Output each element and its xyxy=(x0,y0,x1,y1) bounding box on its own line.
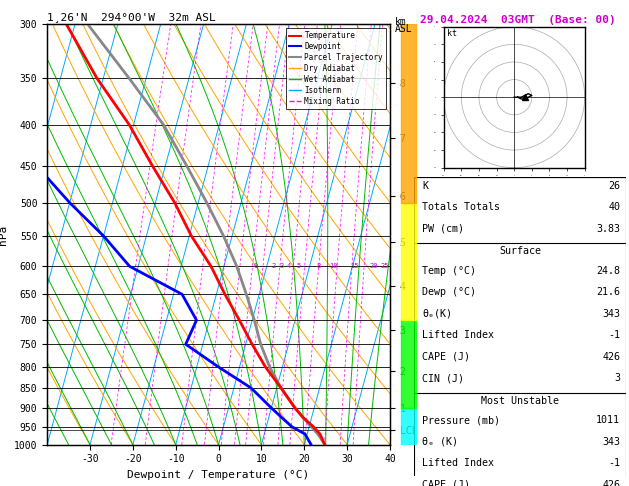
Text: Surface: Surface xyxy=(499,246,541,256)
Text: -1: -1 xyxy=(608,330,620,340)
Text: kt: kt xyxy=(447,29,457,37)
Text: 343: 343 xyxy=(602,309,620,319)
Y-axis label: Mixing Ratio (g/kg): Mixing Ratio (g/kg) xyxy=(420,179,430,290)
Text: 343: 343 xyxy=(602,437,620,447)
Text: Dewp (°C): Dewp (°C) xyxy=(423,287,476,297)
Text: CIN (J): CIN (J) xyxy=(423,373,464,383)
Text: 3: 3 xyxy=(614,373,620,383)
Text: 25: 25 xyxy=(381,263,389,269)
Text: 3: 3 xyxy=(280,263,284,269)
Text: 20: 20 xyxy=(370,263,378,269)
Text: 40: 40 xyxy=(608,202,620,212)
Bar xyxy=(401,203,416,320)
Text: Pressure (mb): Pressure (mb) xyxy=(423,415,501,425)
Text: 21.6: 21.6 xyxy=(596,287,620,297)
Text: -1: -1 xyxy=(608,458,620,468)
Text: θₑ (K): θₑ (K) xyxy=(423,437,459,447)
Text: 15: 15 xyxy=(350,263,359,269)
Bar xyxy=(401,408,416,445)
Text: Lifted Index: Lifted Index xyxy=(423,458,494,468)
Text: Temp (°C): Temp (°C) xyxy=(423,266,476,276)
Bar xyxy=(401,24,416,203)
Text: K: K xyxy=(423,181,428,191)
Text: Most Unstable: Most Unstable xyxy=(481,396,559,406)
Text: 10: 10 xyxy=(329,263,337,269)
Bar xyxy=(401,320,416,408)
Text: CAPE (J): CAPE (J) xyxy=(423,480,470,486)
Text: 29.04.2024  03GMT  (Base: 00): 29.04.2024 03GMT (Base: 00) xyxy=(420,15,616,25)
Text: km: km xyxy=(394,17,406,27)
Text: θₑ(K): θₑ(K) xyxy=(423,309,452,319)
Text: 3.83: 3.83 xyxy=(596,224,620,234)
Text: Lifted Index: Lifted Index xyxy=(423,330,494,340)
Text: 426: 426 xyxy=(602,480,620,486)
Text: 426: 426 xyxy=(602,352,620,362)
Text: ASL: ASL xyxy=(394,24,412,35)
Text: Totals Totals: Totals Totals xyxy=(423,202,501,212)
Text: 24.8: 24.8 xyxy=(596,266,620,276)
Text: 0: 0 xyxy=(254,263,258,269)
Y-axis label: hPa: hPa xyxy=(0,225,8,244)
Text: 5: 5 xyxy=(297,263,301,269)
Text: CAPE (J): CAPE (J) xyxy=(423,352,470,362)
Text: 1¸26'N  294°00'W  32m ASL: 1¸26'N 294°00'W 32m ASL xyxy=(47,12,216,22)
Text: 26: 26 xyxy=(608,181,620,191)
Text: 4: 4 xyxy=(287,263,291,269)
Legend: Temperature, Dewpoint, Parcel Trajectory, Dry Adiabat, Wet Adiabat, Isotherm, Mi: Temperature, Dewpoint, Parcel Trajectory… xyxy=(286,28,386,109)
Text: 2: 2 xyxy=(271,263,276,269)
X-axis label: Dewpoint / Temperature (°C): Dewpoint / Temperature (°C) xyxy=(128,470,309,480)
Text: 1011: 1011 xyxy=(596,415,620,425)
Text: 8: 8 xyxy=(316,263,320,269)
Text: PW (cm): PW (cm) xyxy=(423,224,464,234)
